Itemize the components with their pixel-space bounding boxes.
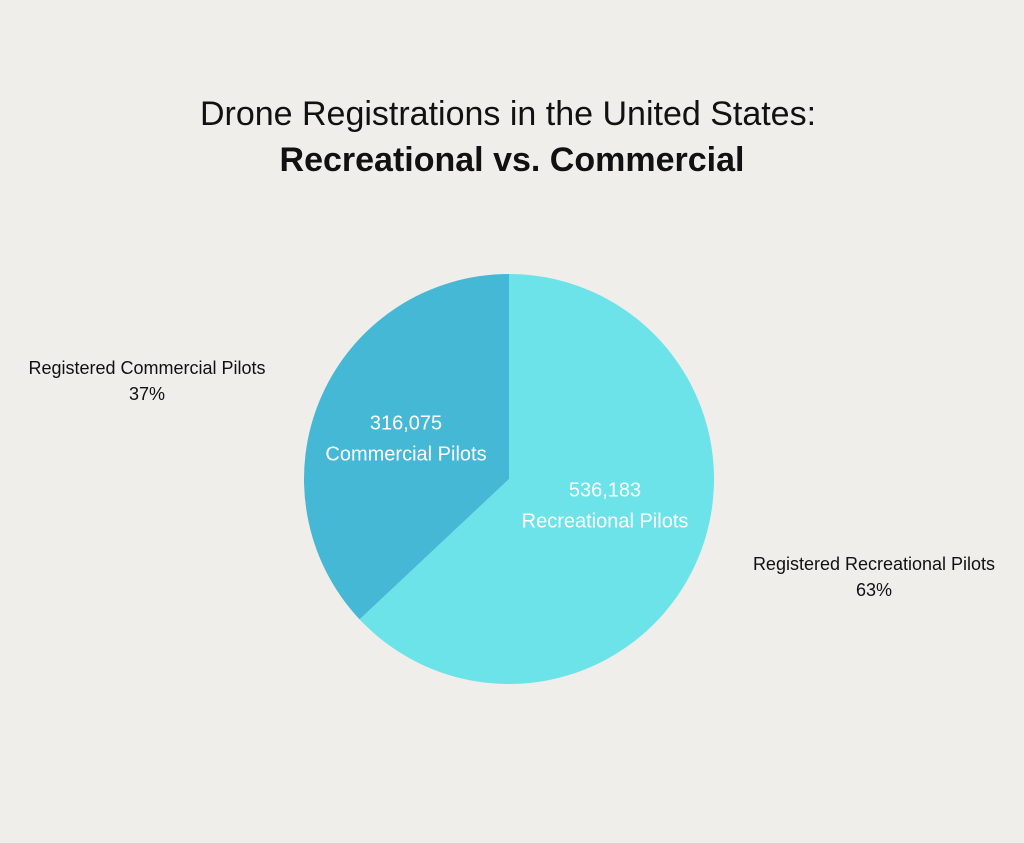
pie-slice xyxy=(359,274,714,684)
pie-slice xyxy=(304,274,509,620)
percent-label: 63% xyxy=(856,580,892,600)
inner-label: Commercial Pilots xyxy=(325,443,486,465)
inner-label: Recreational Pilots xyxy=(522,510,689,532)
chart-title: Drone Registrations in the United States… xyxy=(200,95,816,133)
count-label: 316,075 xyxy=(370,412,442,434)
category-label: Registered Commercial Pilots xyxy=(28,358,265,378)
category-label: Registered Recreational Pilots xyxy=(753,554,995,574)
chart-subtitle: Recreational vs. Commercial xyxy=(280,141,745,179)
percent-label: 37% xyxy=(129,384,165,404)
count-label: 536,183 xyxy=(569,479,641,501)
